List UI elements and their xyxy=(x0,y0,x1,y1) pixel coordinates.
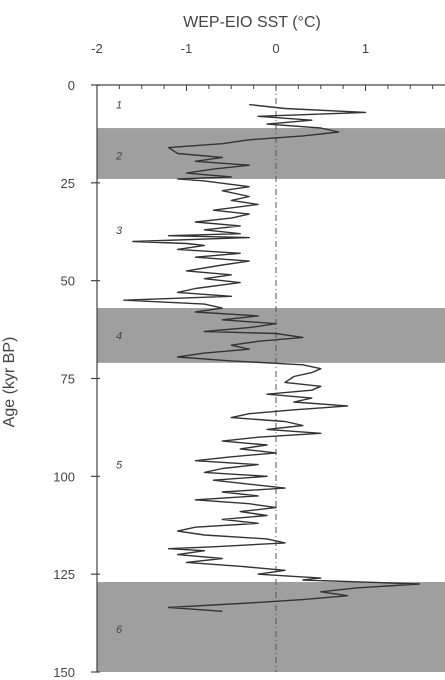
stage-label-2: 2 xyxy=(115,150,122,162)
stage-label-1: 1 xyxy=(116,100,122,112)
x-axis: -2-1012 xyxy=(91,41,434,91)
y-axis: 0 25 50 75 100 125 150 xyxy=(53,78,100,680)
x-tick-label-2: 0 xyxy=(272,41,279,56)
y-tick-label-5: 125 xyxy=(53,567,75,582)
x-tick-label-3: 1 xyxy=(362,41,369,56)
x-tick-label-0: -2 xyxy=(91,41,103,56)
shaded-band-6 xyxy=(97,581,445,672)
y-tick-label-1: 25 xyxy=(61,176,75,191)
y-tick-label-4: 100 xyxy=(53,469,75,484)
stage-label-4: 4 xyxy=(116,330,122,342)
stage-label-6: 6 xyxy=(116,624,123,636)
y-axis-title: Age (kyr BP) xyxy=(1,337,18,428)
stage-label-5: 5 xyxy=(116,460,123,472)
y-tick-label-6: 150 xyxy=(53,665,75,680)
glacial-bands xyxy=(97,128,445,672)
y-tick-label-0: 0 xyxy=(68,78,75,93)
x-axis-title: WEP-EIO SST (°C) xyxy=(183,14,321,31)
stage-label-3: 3 xyxy=(116,225,123,237)
stage-labels: 1 2 3 4 5 6 xyxy=(115,100,123,636)
shaded-band-4 xyxy=(97,308,445,363)
y-tick-label-3: 75 xyxy=(61,372,75,387)
sst-series-line xyxy=(123,103,420,612)
shaded-band-2 xyxy=(97,128,445,179)
y-tick-label-2: 50 xyxy=(61,274,75,289)
x-tick-label-1: -1 xyxy=(181,41,193,56)
